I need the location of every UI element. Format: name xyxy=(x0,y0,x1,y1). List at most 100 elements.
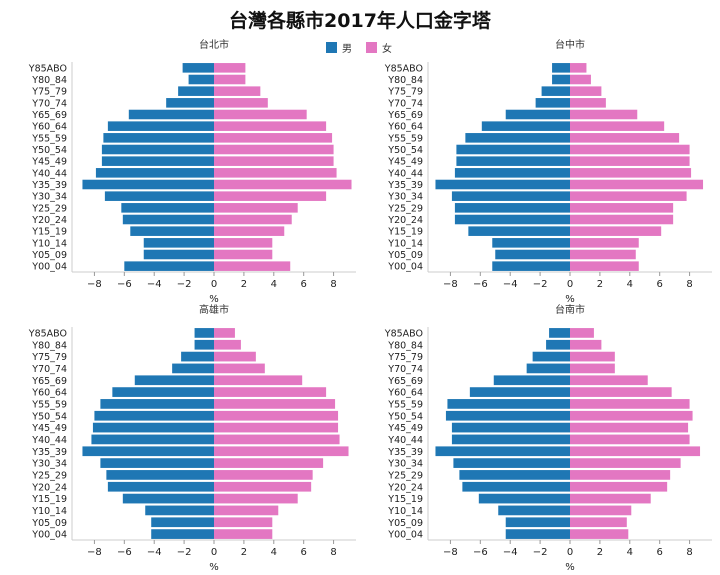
bar-female-Y75_79 xyxy=(214,351,256,362)
bar-female-Y15_19 xyxy=(570,226,662,236)
y-tick-label: Y15_19 xyxy=(387,494,423,505)
x-tick-label: 6 xyxy=(656,547,662,558)
bar-female-Y70_74 xyxy=(214,363,265,374)
bar-male-Y75_79 xyxy=(532,351,570,362)
bar-female-Y80_84 xyxy=(214,74,246,85)
y-tick-label: Y85ABO xyxy=(28,63,67,74)
x-tick-label: −4 xyxy=(147,279,162,290)
bar-female-Y10_14 xyxy=(570,505,632,516)
bar-male-Y25_29 xyxy=(454,203,570,213)
bar-female-Y00_04 xyxy=(214,529,273,539)
y-tick-label: Y25_29 xyxy=(31,470,67,481)
bar-male-Y70_74 xyxy=(526,363,570,374)
y-tick-label: Y80_84 xyxy=(387,75,423,86)
bar-female-Y05_09 xyxy=(214,517,273,528)
y-tick-label: Y30_34 xyxy=(31,459,67,470)
bar-male-Y45_49 xyxy=(101,156,214,166)
y-tick-label: Y45_49 xyxy=(31,157,67,168)
bar-male-Y65_69 xyxy=(134,375,214,386)
bar-male-Y35_39 xyxy=(82,446,214,457)
y-tick-label: Y20_24 xyxy=(387,215,423,226)
bar-female-Y65_69 xyxy=(214,109,307,120)
x-tick-label: 2 xyxy=(597,547,603,558)
bar-female-Y10_14 xyxy=(570,238,639,248)
bar-male-Y55_59 xyxy=(465,133,570,143)
x-axis-label: % xyxy=(565,294,575,305)
y-tick-label: Y55_59 xyxy=(387,399,423,410)
bar-female-Y75_79 xyxy=(570,351,615,362)
x-tick-label: 4 xyxy=(271,547,277,558)
x-tick-label: −4 xyxy=(503,547,518,558)
y-tick-label: Y45_49 xyxy=(387,423,423,434)
bar-male-Y85ABO xyxy=(549,328,570,338)
y-tick-label: Y00_04 xyxy=(31,262,67,273)
bar-female-Y40_44 xyxy=(214,434,340,445)
x-tick-label: −6 xyxy=(473,547,488,558)
y-tick-label: Y05_09 xyxy=(31,518,67,529)
bar-female-Y40_44 xyxy=(214,168,337,178)
y-tick-label: Y30_34 xyxy=(387,459,423,470)
bar-male-Y40_44 xyxy=(91,434,214,445)
bar-male-Y05_09 xyxy=(143,249,214,260)
x-tick-label: −2 xyxy=(177,547,192,558)
y-tick-label: Y00_04 xyxy=(387,262,423,273)
bar-female-Y15_19 xyxy=(570,493,651,504)
x-tick-label: 4 xyxy=(627,279,633,290)
y-tick-label: Y35_39 xyxy=(387,447,423,458)
bar-male-Y50_54 xyxy=(94,410,214,421)
y-tick-label: Y05_09 xyxy=(31,250,67,261)
y-tick-label: Y10_14 xyxy=(387,238,423,249)
bar-female-Y30_34 xyxy=(214,191,327,201)
y-tick-label: Y50_54 xyxy=(31,145,67,156)
y-tick-label: Y55_59 xyxy=(387,133,423,144)
x-tick-label: −8 xyxy=(443,547,458,558)
y-tick-label: Y25_29 xyxy=(387,203,423,214)
bar-male-Y75_79 xyxy=(541,86,570,96)
y-tick-label: Y80_84 xyxy=(387,340,423,351)
x-tick-label: 4 xyxy=(271,279,277,290)
bar-female-Y30_34 xyxy=(570,191,687,201)
x-tick-label: 8 xyxy=(330,547,336,558)
bar-male-Y85ABO xyxy=(182,63,214,73)
x-tick-label: 0 xyxy=(567,547,573,558)
bar-female-Y85ABO xyxy=(214,328,235,338)
bar-male-Y05_09 xyxy=(495,249,570,260)
bar-female-Y60_64 xyxy=(214,121,327,131)
x-tick-label: −8 xyxy=(443,279,458,290)
bar-male-Y00_04 xyxy=(151,529,214,539)
x-tick-label: 2 xyxy=(597,279,603,290)
y-tick-label: Y35_39 xyxy=(31,180,67,191)
bar-male-Y00_04 xyxy=(505,529,570,539)
legend-label-female: 女 xyxy=(382,43,392,55)
y-tick-label: Y40_44 xyxy=(31,168,67,179)
bar-male-Y30_34 xyxy=(104,191,214,201)
bar-female-Y00_04 xyxy=(214,261,291,271)
y-tick-label: Y85ABO xyxy=(384,328,423,339)
x-tick-label: −2 xyxy=(533,279,548,290)
x-tick-label: −8 xyxy=(87,279,102,290)
y-tick-label: Y50_54 xyxy=(387,145,423,156)
bar-female-Y15_19 xyxy=(214,226,285,236)
bar-male-Y20_24 xyxy=(462,481,570,492)
bar-female-Y70_74 xyxy=(214,98,268,108)
bar-female-Y20_24 xyxy=(570,214,674,225)
y-tick-label: Y75_79 xyxy=(31,352,67,363)
bar-male-Y15_19 xyxy=(130,226,214,236)
x-tick-label: −6 xyxy=(473,279,488,290)
bar-female-Y25_29 xyxy=(214,203,298,213)
bar-female-Y05_09 xyxy=(570,249,636,260)
bar-female-Y35_39 xyxy=(214,446,349,457)
bar-female-Y50_54 xyxy=(214,144,334,155)
y-tick-label: Y05_09 xyxy=(387,518,423,529)
y-tick-label: Y70_74 xyxy=(31,98,67,109)
bar-male-Y80_84 xyxy=(552,74,570,85)
x-tick-label: 6 xyxy=(300,279,306,290)
y-tick-label: Y85ABO xyxy=(384,63,423,74)
bar-male-Y15_19 xyxy=(478,493,570,504)
bar-female-Y20_24 xyxy=(214,214,292,225)
x-tick-label: −2 xyxy=(177,279,192,290)
bar-male-Y70_74 xyxy=(535,98,570,108)
bar-male-Y10_14 xyxy=(492,238,570,248)
bar-female-Y15_19 xyxy=(214,493,298,504)
